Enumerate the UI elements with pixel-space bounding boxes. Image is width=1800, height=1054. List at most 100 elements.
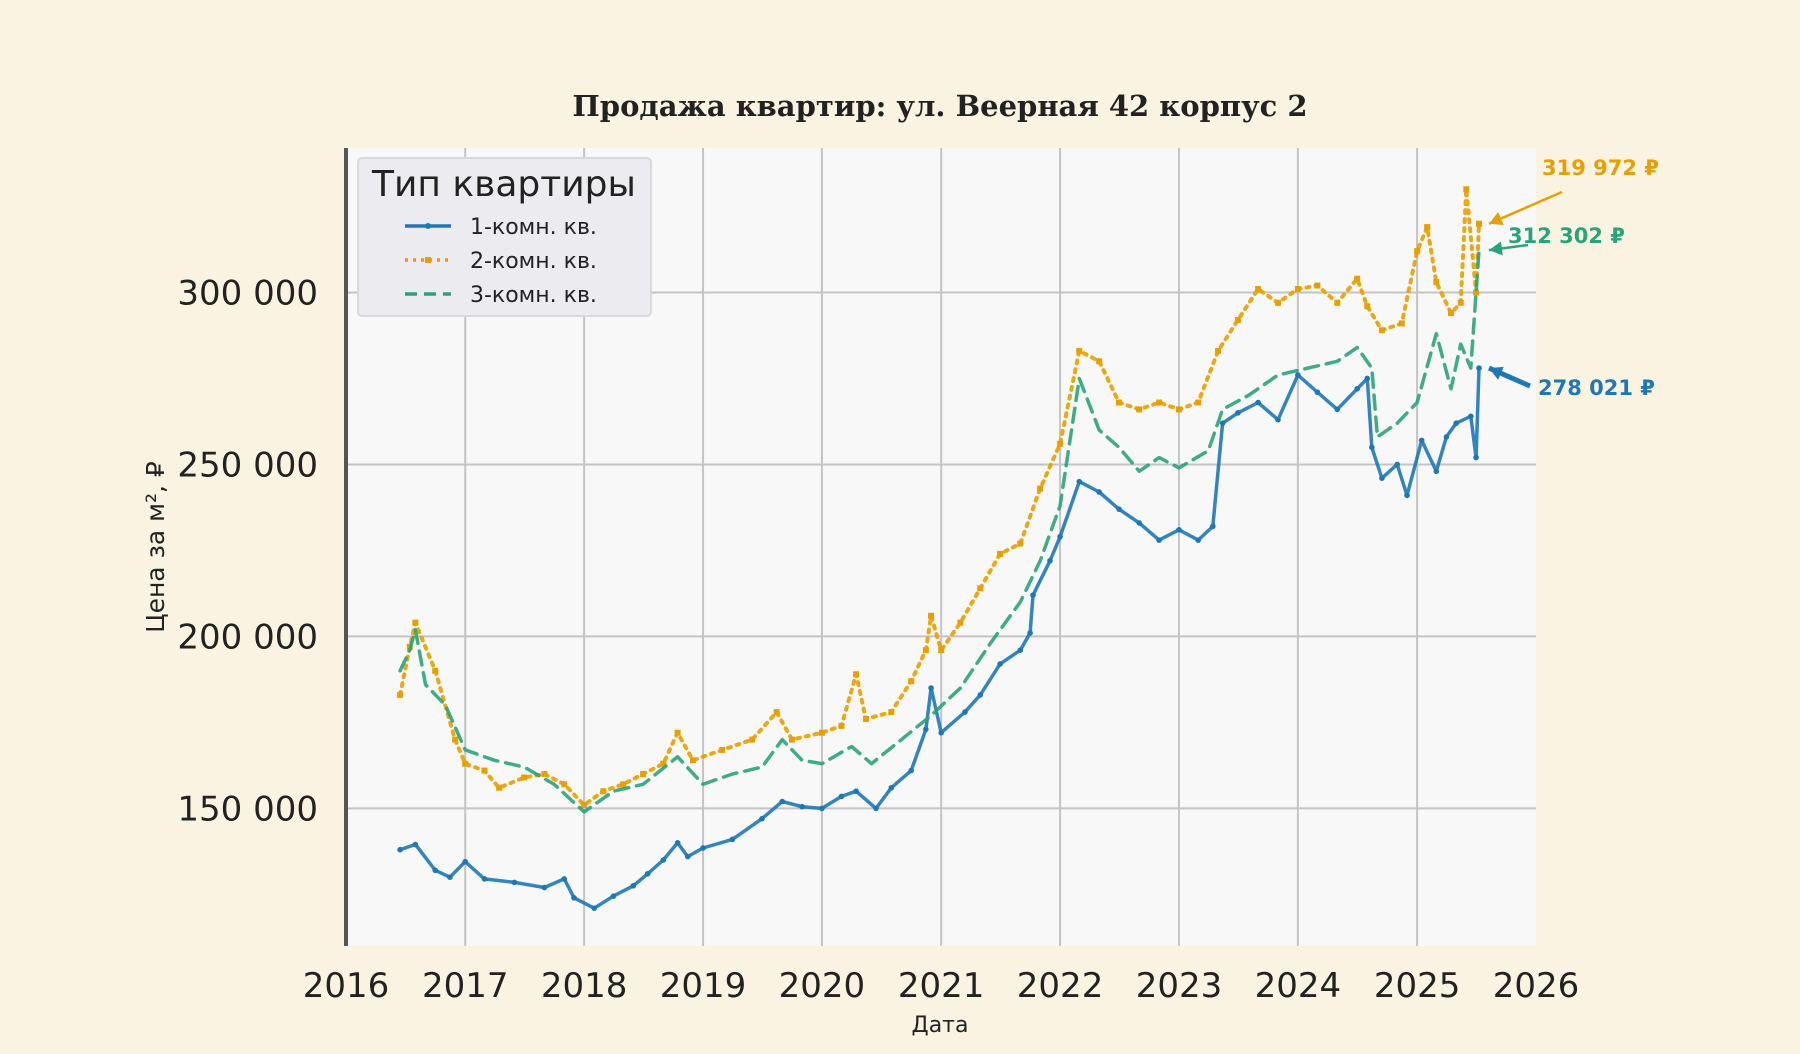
data-point [1219,420,1226,426]
data-point [481,767,488,774]
data-point [1275,416,1281,423]
data-point [853,671,860,678]
data-point [462,760,469,767]
data-point [759,815,765,822]
ticks-layer: 2016 2017 2018 2019 2020 2021 2022 2023 2024 2025… [177,273,1579,1006]
data-point [1210,523,1216,530]
data-point [862,715,869,722]
data-point [561,781,568,788]
data-point [1447,310,1454,317]
data-point [462,858,469,865]
data-point [674,840,681,846]
end-value-label: 319 972 ₽ [1542,156,1659,180]
data-point [1314,282,1321,289]
legend-box [357,157,652,317]
data-point [923,726,929,733]
x-tick-label: 2021 [898,966,985,1006]
data-point [888,709,895,716]
series-1 [397,365,1482,911]
annotation-arrowhead [1488,241,1503,256]
data-point [779,798,785,805]
data-point [729,836,736,843]
x-tick-label: 2026 [1493,966,1580,1006]
end-value-annotation: 319 972 ₽ [1488,156,1659,226]
end-value-annotation: 278 021 ₽ [1487,365,1655,400]
data-point [908,767,914,774]
data-point [1234,316,1241,323]
data-point [1175,406,1182,413]
data-point [1195,537,1201,543]
data-point [1076,347,1083,354]
data-point [1096,358,1103,365]
data-point [1096,489,1102,495]
data-point [481,876,488,882]
data-point [1017,647,1024,653]
y-tick-label: 250 000 [177,445,318,485]
data-point [957,619,964,626]
data-point [1414,248,1421,255]
x-axis-label: Дата [912,1013,969,1038]
annotation-arrowhead [1488,212,1504,226]
data-point [1334,299,1341,306]
end-value-label: 312 302 ₽ [1508,224,1625,248]
y-tick-label: 200 000 [177,617,318,657]
data-point [938,647,945,654]
data-point [1457,299,1464,306]
data-point [412,619,419,626]
data-point [1364,375,1371,382]
data-point [1404,492,1410,499]
data-point [773,709,780,716]
annotations: 278 021 ₽ 319 972 ₽ 312 302 ₽ [1487,156,1659,400]
data-point [1136,520,1143,526]
data-point [1475,220,1482,227]
data-point [432,867,439,874]
data-point [644,870,651,877]
x-tick-label: 2016 [303,966,390,1006]
data-point [660,760,667,767]
x-tick-label: 2022 [1017,966,1104,1006]
data-point [1398,320,1405,327]
data-point [591,905,598,911]
data-point [1394,461,1401,468]
series-line [398,248,1481,814]
data-point [997,550,1004,557]
data-point [1433,468,1440,475]
data-point [1364,303,1371,310]
data-point [1314,389,1321,396]
data-point [700,845,706,851]
legend-items: 1-комн. кв. 2-комн. кв. 3-комн. кв. [405,215,597,308]
data-point [997,661,1003,667]
data-point [1354,275,1361,282]
data-point [1255,399,1261,406]
data-point [674,729,681,736]
data-point [1057,533,1063,540]
data-point [1476,365,1482,371]
data-point [600,788,607,795]
legend-marker [425,223,431,229]
data-point [1295,372,1301,378]
series-2 [397,186,1482,808]
data-point [1235,410,1241,416]
data-point [799,803,805,810]
data-point [1453,420,1459,426]
x-tick-label: 2020 [779,966,866,1006]
data-point [819,805,825,812]
data-point [888,784,895,791]
data-point [1473,454,1479,461]
data-point [1443,434,1450,440]
data-point [922,647,929,654]
data-point [1433,279,1440,286]
data-point [838,793,845,800]
data-point [928,685,934,691]
data-point [1473,289,1480,296]
data-point [788,736,795,743]
data-point [1294,286,1301,293]
data-point [397,691,404,698]
data-point [1156,537,1162,543]
data-point [1136,406,1143,413]
y-axis-label: Цена за м², ₽ [141,461,170,633]
data-point [1334,406,1341,413]
legend-label: 1-комн. кв. [470,215,597,240]
data-point [1379,475,1385,482]
